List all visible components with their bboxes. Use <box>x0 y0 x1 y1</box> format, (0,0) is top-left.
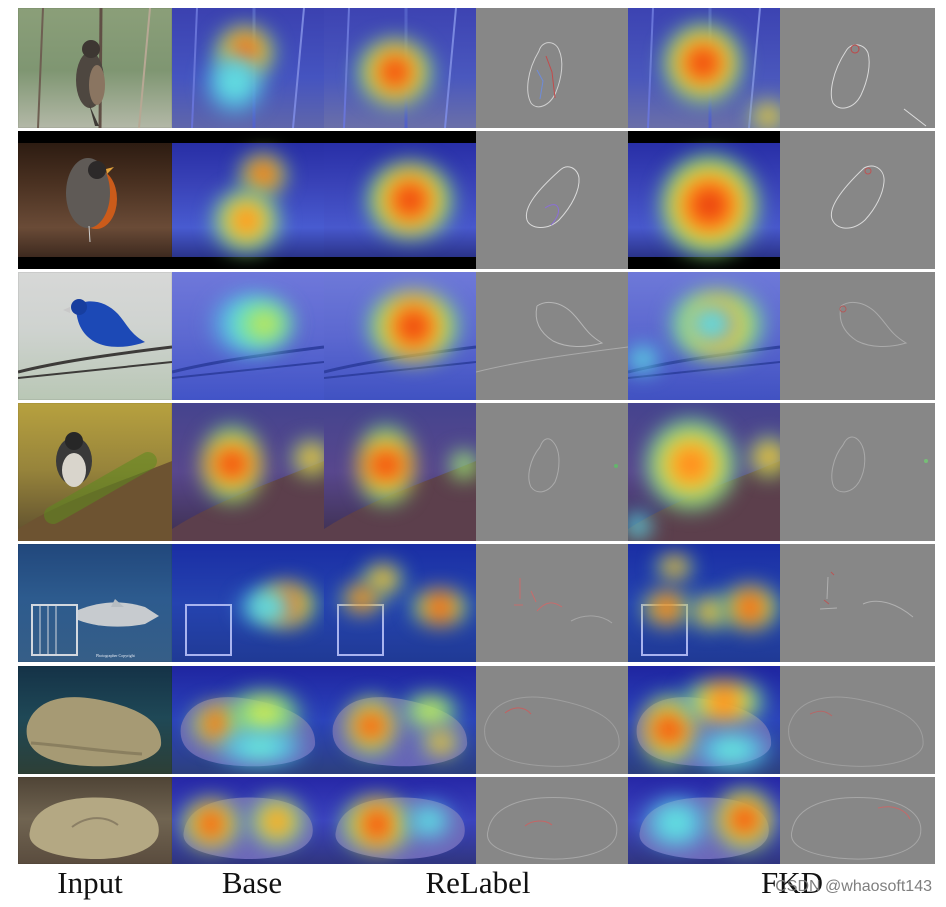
row1-base-heatmap <box>172 8 324 128</box>
row4-base-sketch <box>172 461 324 541</box>
caption-input: Input <box>57 865 123 900</box>
row6-base-heatmap <box>172 666 324 774</box>
row7-relabel-gradient <box>476 777 628 864</box>
row1-base-sketch <box>191 8 305 128</box>
row2-fkd-heatmap <box>628 131 780 269</box>
row7-relabel-gradient-sketch <box>486 797 618 860</box>
row6-fkd-gradient <box>780 666 935 774</box>
row6-fkd-heatmap <box>628 666 780 774</box>
row4-input-sketch <box>18 432 172 541</box>
row3-base-sketch <box>172 345 324 379</box>
svg-text:Photographer Copyright: Photographer Copyright <box>96 653 136 658</box>
caption-fkd: FKD <box>760 865 824 900</box>
row4-input-image <box>18 403 172 541</box>
row7-fkd-sketch <box>639 797 769 860</box>
row1-relabel-gradient <box>476 8 628 128</box>
row6-fkd-gradient-sketch <box>788 696 924 767</box>
row5-base-sketch <box>185 604 232 656</box>
row7-base-sketch <box>183 797 313 860</box>
row4-fkd-heatmap <box>628 403 780 541</box>
row1-input-image <box>18 8 172 128</box>
row1-fkd-heatmap <box>628 8 780 128</box>
row3-input-sketch <box>18 299 172 379</box>
row7-fkd-gradient <box>780 777 935 864</box>
row5-fkd-gradient-sketch <box>819 571 914 618</box>
row3-fkd-gradient <box>780 272 935 400</box>
row6-fkd-sketch <box>636 697 772 767</box>
watermark-text: CSDN @whaosoft143 <box>775 878 932 895</box>
row5-fkd-heatmap <box>628 544 780 662</box>
row1-fkd-sketch <box>647 8 761 128</box>
row4-base-heatmap <box>172 403 324 541</box>
row7-fkd-gradient-sketch <box>790 797 922 860</box>
row5-input-image: Photographer Copyright <box>18 544 172 662</box>
row3-fkd-heatmap <box>628 272 780 400</box>
row1-fkd-gradient-sketch <box>830 44 927 127</box>
image-grid: Photographer Copyright <box>18 8 935 864</box>
row6-relabel-gradient <box>476 666 628 774</box>
row4-relabel-gradient <box>476 403 628 541</box>
caption-base: Base <box>221 865 283 900</box>
row5-relabel-heatmap <box>324 544 476 662</box>
row6-input-image <box>18 666 172 774</box>
row1-relabel-sketch <box>343 8 457 128</box>
row3-relabel-sketch <box>324 345 476 379</box>
row2-relabel-gradient-sketch <box>525 166 580 228</box>
row4-relabel-heatmap <box>324 403 476 541</box>
row3-relabel-gradient-sketch <box>476 301 628 373</box>
row6-base-sketch <box>180 697 316 767</box>
row5-fkd-gradient <box>780 544 935 662</box>
row3-relabel-gradient <box>476 272 628 400</box>
row1-relabel-heatmap <box>324 8 476 128</box>
row5-input-sketch: Photographer Copyright <box>31 599 159 658</box>
row3-input-image <box>18 272 172 400</box>
row1-relabel-gradient-sketch <box>527 42 563 108</box>
row7-relabel-sketch <box>335 797 465 860</box>
row2-fkd-sketch <box>628 131 780 269</box>
row4-relabel-sketch <box>324 461 476 541</box>
row2-base-sketch <box>172 131 324 269</box>
row6-relabel-heatmap <box>324 666 476 774</box>
row2-fkd-gradient-sketch <box>830 165 885 229</box>
row2-fkd-gradient <box>780 131 935 269</box>
row1-input-sketch <box>37 8 151 128</box>
row5-relabel-sketch <box>337 604 384 656</box>
row5-relabel-gradient-sketch <box>514 578 613 624</box>
row5-fkd-sketch <box>641 604 688 656</box>
row1-fkd-gradient <box>780 8 935 128</box>
row4-fkd-gradient <box>780 403 935 541</box>
row6-relabel-gradient-sketch <box>484 696 620 767</box>
row4-fkd-sketch <box>628 461 780 541</box>
row7-fkd-heatmap <box>628 777 780 864</box>
row2-base-heatmap <box>172 131 324 269</box>
row3-fkd-sketch <box>628 345 780 379</box>
row5-relabel-gradient <box>476 544 628 662</box>
row2-relabel-gradient <box>476 131 628 269</box>
row7-relabel-heatmap <box>324 777 476 864</box>
row2-input-sketch <box>18 131 172 269</box>
caption-relabel: ReLabel <box>425 865 531 900</box>
row2-input-image <box>18 131 172 269</box>
row2-relabel-sketch <box>324 131 476 269</box>
row4-fkd-gradient-sketch <box>831 436 928 493</box>
row5-base-heatmap <box>172 544 324 662</box>
row7-base-heatmap <box>172 777 324 864</box>
row6-input-sketch <box>26 697 162 767</box>
row3-base-heatmap <box>172 272 324 400</box>
row7-input-sketch <box>29 797 159 860</box>
row7-input-image <box>18 777 172 864</box>
row3-relabel-heatmap <box>324 272 476 400</box>
row3-fkd-gradient-sketch <box>839 301 908 347</box>
row2-relabel-heatmap <box>324 131 476 269</box>
row4-relabel-gradient-sketch <box>528 438 618 493</box>
row6-relabel-sketch <box>332 697 468 767</box>
